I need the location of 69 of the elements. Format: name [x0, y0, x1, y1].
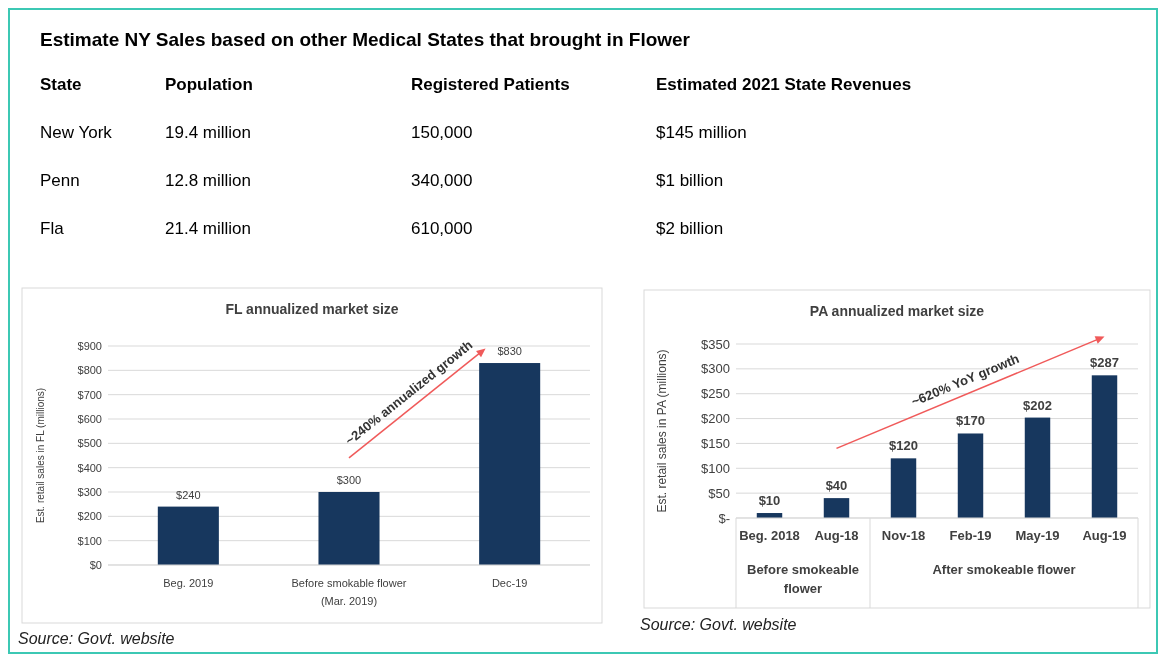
y-tick-label: $300: [701, 361, 730, 377]
text: 150,000: [411, 123, 473, 142]
text: 12.8 million: [165, 171, 251, 190]
bar: [1024, 417, 1051, 518]
data-label: $40: [825, 478, 848, 494]
source-note: Source: Govt. website: [18, 630, 175, 647]
text: Penn: [40, 171, 80, 190]
y-tick-label: $150: [701, 435, 730, 451]
text: $145 million: [656, 123, 747, 142]
x-tick-label: Aug-19: [1082, 528, 1127, 543]
bar: [1091, 375, 1118, 518]
bar: [318, 492, 380, 565]
text: New York: [40, 123, 113, 142]
data-label: $300: [336, 474, 362, 486]
data-label: $830: [497, 345, 522, 358]
text: Before smokeable flower: [747, 562, 859, 596]
y-tick-label: $700: [77, 388, 102, 401]
bar: [157, 506, 219, 565]
x-tick-label: May-19: [1015, 528, 1060, 543]
y-axis-title: Est. retail sales in PA (millions): [655, 349, 669, 513]
x-tick-label: Aug-18: [814, 528, 859, 543]
x-tick-label: Feb-19: [949, 528, 992, 543]
y-tick-label: $100: [701, 460, 730, 476]
y-tick-label: $200: [701, 411, 730, 427]
x-tick-label: Before smokable flower (Mar. 2019): [291, 577, 407, 607]
text: 610,000: [411, 219, 473, 238]
y-tick-label: $200: [77, 510, 102, 523]
data-label: $120: [889, 438, 918, 454]
text: After smokeable flower: [932, 562, 1076, 577]
y-tick-label: $0: [89, 558, 102, 571]
bar: [957, 433, 984, 518]
y-axis-title: Est. retail sales in FL (millions): [35, 387, 46, 524]
text: $1 billion: [656, 171, 724, 190]
text: Population: [165, 75, 253, 94]
data-label: $10: [758, 493, 781, 509]
text: 21.4 million: [165, 219, 251, 238]
y-tick-label: $300: [77, 485, 102, 498]
bar: [479, 363, 541, 565]
y-tick-label: $-: [718, 510, 730, 526]
text: Estimate NY Sales based on other Medical States that brought in Flower: [40, 29, 691, 50]
y-tick-label: $500: [77, 437, 102, 450]
source-note: Source: Govt. website: [640, 616, 797, 633]
y-tick-label: $50: [708, 485, 730, 501]
text: Registered Patients: [411, 75, 570, 94]
text: Fla: [40, 219, 65, 238]
text: 19.4 million: [165, 123, 251, 142]
data-label: $240: [176, 488, 201, 501]
text: $2 billion: [656, 219, 724, 238]
y-tick-label: $900: [77, 339, 102, 352]
text: 340,000: [411, 171, 473, 190]
y-tick-label: $400: [77, 461, 102, 474]
data-label: $287: [1090, 355, 1119, 371]
x-tick-label: Nov-18: [881, 528, 926, 543]
y-tick-label: $600: [77, 412, 102, 425]
chart-title: FL annualized market size: [225, 301, 399, 317]
text: State: [40, 75, 82, 94]
y-tick-label: $350: [701, 336, 730, 352]
x-tick-label: Beg. 2019: [163, 577, 214, 589]
x-tick-label: Beg. 2018: [739, 528, 800, 543]
bar: [823, 498, 850, 518]
chart-title: PA annualized market size: [809, 303, 985, 319]
y-tick-label: $100: [77, 534, 102, 547]
x-tick-label: Dec-19: [491, 577, 528, 589]
text: Estimated 2021 State Revenues: [656, 75, 912, 94]
y-tick-label: $800: [77, 364, 102, 377]
data-label: $202: [1023, 397, 1052, 413]
data-label: $170: [956, 413, 985, 429]
bar: [890, 458, 917, 518]
y-tick-label: $250: [701, 386, 730, 402]
